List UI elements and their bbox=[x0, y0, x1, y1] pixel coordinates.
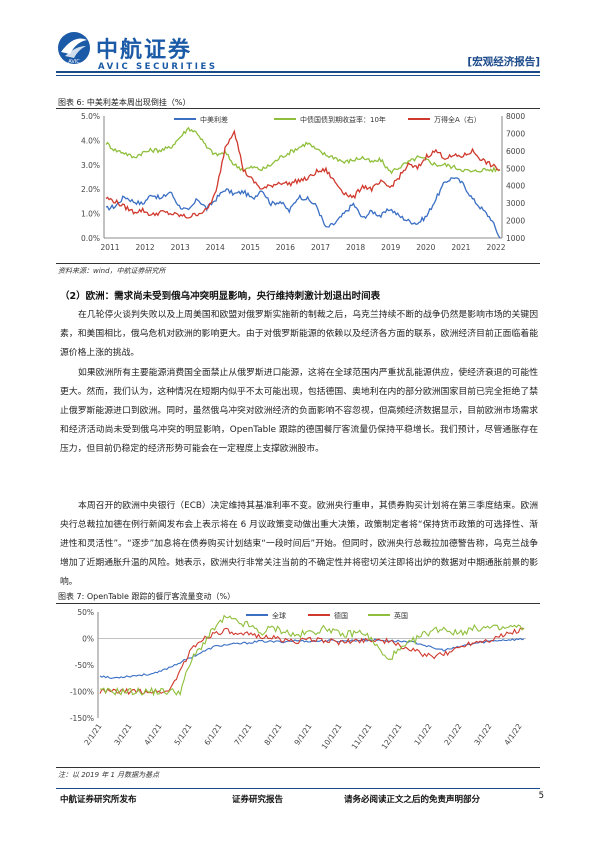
legend-label-1: 全球 bbox=[272, 611, 286, 620]
y-left-tick-label: 0.0% bbox=[81, 234, 100, 243]
x-tick-label: 2/1/22 bbox=[442, 722, 463, 747]
series-line-2 bbox=[105, 126, 501, 175]
x-tick-label: 4/1/22 bbox=[502, 722, 523, 747]
x-tick-label: 2011 bbox=[100, 243, 119, 252]
x-tick-label: 10/1/21 bbox=[320, 722, 344, 751]
y-left-tick-label: 2.0% bbox=[81, 185, 100, 194]
y-right-tick-label: 3000 bbox=[506, 199, 525, 208]
figure6-bottom-rule bbox=[56, 263, 540, 264]
y-right-tick-label: 7000 bbox=[506, 129, 525, 138]
figure6-source: 资料来源：wind，中航证券研究所 bbox=[58, 267, 166, 275]
footer-rule bbox=[56, 788, 540, 789]
logo-mark-text: AVIC bbox=[68, 59, 80, 65]
x-tick-label: 2013 bbox=[171, 243, 190, 252]
series-line-3 bbox=[105, 129, 501, 219]
report-type-label: [宏观经济报告] bbox=[467, 56, 540, 68]
header-rule-thin bbox=[56, 75, 540, 76]
series-line-1 bbox=[105, 177, 501, 239]
figure7-bottom-rule bbox=[56, 767, 540, 768]
section-heading: （2）欧洲：需求尚未受到俄乌冲突明显影响，央行维持刺激计划退出时间表 bbox=[60, 291, 381, 302]
y-tick-label: 50% bbox=[77, 608, 94, 617]
footer-publisher: 中航证券研究所发布 bbox=[60, 795, 137, 805]
x-tick-label: 2015 bbox=[241, 243, 260, 252]
brand-name-cn: 中航证券 bbox=[96, 38, 193, 63]
x-tick-label: 8/1/21 bbox=[262, 722, 283, 747]
legend-label-1: 中美利差 bbox=[200, 115, 228, 124]
header-rule bbox=[56, 71, 540, 73]
y-tick-label: -50% bbox=[75, 661, 94, 670]
y-left-tick-label: 4.0% bbox=[81, 136, 100, 145]
y-right-tick-label: 1000 bbox=[506, 234, 525, 243]
x-tick-label: 2019 bbox=[381, 243, 400, 252]
y-left-tick-label: 5.0% bbox=[81, 112, 100, 121]
figure6-chart: 0.0% 1.0% 2.0% 3.0% 4.0% 5.0% 1000 2000 3000 4000… bbox=[81, 112, 525, 252]
x-tick-label: 3/1/22 bbox=[472, 722, 493, 747]
page-header: AVIC 中航证券 AVIC SECURITIES [宏观经济报告] bbox=[0, 0, 596, 90]
figure7-title: 图表 7: OpenTable 跟踪的餐厅客流量变动（%） bbox=[58, 592, 236, 601]
figure6-top-rule bbox=[56, 108, 540, 109]
y-tick-label: -150% bbox=[70, 714, 94, 723]
series-line-1 bbox=[99, 637, 525, 679]
x-tick-label: 6/1/21 bbox=[202, 722, 223, 747]
y-right-tick-label: 6000 bbox=[506, 147, 525, 156]
x-tick-label: 5/1/21 bbox=[172, 722, 193, 747]
y-tick-label: -100% bbox=[70, 688, 94, 697]
paragraph-1: 在几轮停火谈判失败以及上周美国和欧盟对俄罗斯实施新的制裁之后，乌克兰持续不断的战… bbox=[60, 310, 538, 358]
x-tick-label: 1/1/22 bbox=[412, 722, 433, 747]
series-line-3 bbox=[99, 614, 525, 697]
x-tick-label: 2018 bbox=[346, 243, 365, 252]
figure7-top-rule bbox=[56, 603, 540, 604]
brand-logo: AVIC 中航证券 AVIC SECURITIES bbox=[56, 30, 226, 80]
x-tick-label: 9/1/21 bbox=[292, 722, 313, 747]
x-tick-label: 2020 bbox=[416, 243, 435, 252]
y-left-tick-label: 1.0% bbox=[81, 210, 100, 219]
legend-label-3: 万得全A（右） bbox=[434, 115, 481, 124]
avic-logo-icon: AVIC bbox=[58, 32, 90, 65]
figure7-chart: 50% 0% -50% -100% -150%2/1/21 3/1/21 4/1/21 5/1… bbox=[70, 608, 526, 751]
x-tick-label: 7/1/21 bbox=[232, 722, 253, 747]
y-right-tick-label: 2000 bbox=[506, 217, 525, 226]
legend-label-2: 德国 bbox=[334, 611, 348, 620]
footer-disclaimer: 请务必阅读正文之后的免责声明部分 bbox=[344, 795, 481, 805]
x-tick-label: 2016 bbox=[276, 243, 295, 252]
x-tick-label: 4/1/21 bbox=[142, 722, 163, 747]
legend-label-3: 英国 bbox=[394, 611, 408, 620]
x-tick-label: 2022 bbox=[486, 243, 505, 252]
figure6-title: 图表 6: 中美利差本周出现倒挂（%） bbox=[58, 98, 191, 107]
y-right-tick-label: 8000 bbox=[506, 112, 525, 121]
figure7-note: 注：以 2019 年 1 月数据为基点 bbox=[58, 771, 160, 779]
footer-doc-type: 证券研究报告 bbox=[232, 795, 284, 805]
brand-name-en: AVIC SECURITIES bbox=[98, 62, 218, 72]
y-tick-label: 0% bbox=[82, 635, 94, 644]
paragraph-2: 如果欧洲所有主要能源消费国全面禁止从俄罗斯进口能源，这将在全球范围内严重扰乱能源… bbox=[60, 368, 538, 454]
x-tick-label: 2012 bbox=[136, 243, 155, 252]
x-tick-label: 3/1/21 bbox=[112, 722, 133, 747]
y-left-tick-label: 3.0% bbox=[81, 161, 100, 170]
legend-label-2: 中债国债到期收益率：10年 bbox=[300, 115, 386, 124]
x-tick-label: 2017 bbox=[311, 243, 330, 252]
y-right-tick-label: 4000 bbox=[506, 182, 525, 191]
series-line-2 bbox=[99, 627, 525, 696]
y-right-tick-label: 5000 bbox=[506, 164, 525, 173]
x-tick-label: 2014 bbox=[206, 243, 225, 252]
x-tick-label: 2021 bbox=[451, 243, 470, 252]
x-tick-label: 12/1/21 bbox=[380, 722, 404, 751]
x-tick-label: 11/1/21 bbox=[350, 722, 374, 751]
page-number: 5 bbox=[538, 791, 544, 801]
paragraph-3: 本周召开的欧洲中央银行（ECB）决定维持其基准利率不变。欧洲央行重申，其债券购买… bbox=[60, 501, 538, 587]
x-tick-label: 2/1/21 bbox=[82, 722, 103, 747]
